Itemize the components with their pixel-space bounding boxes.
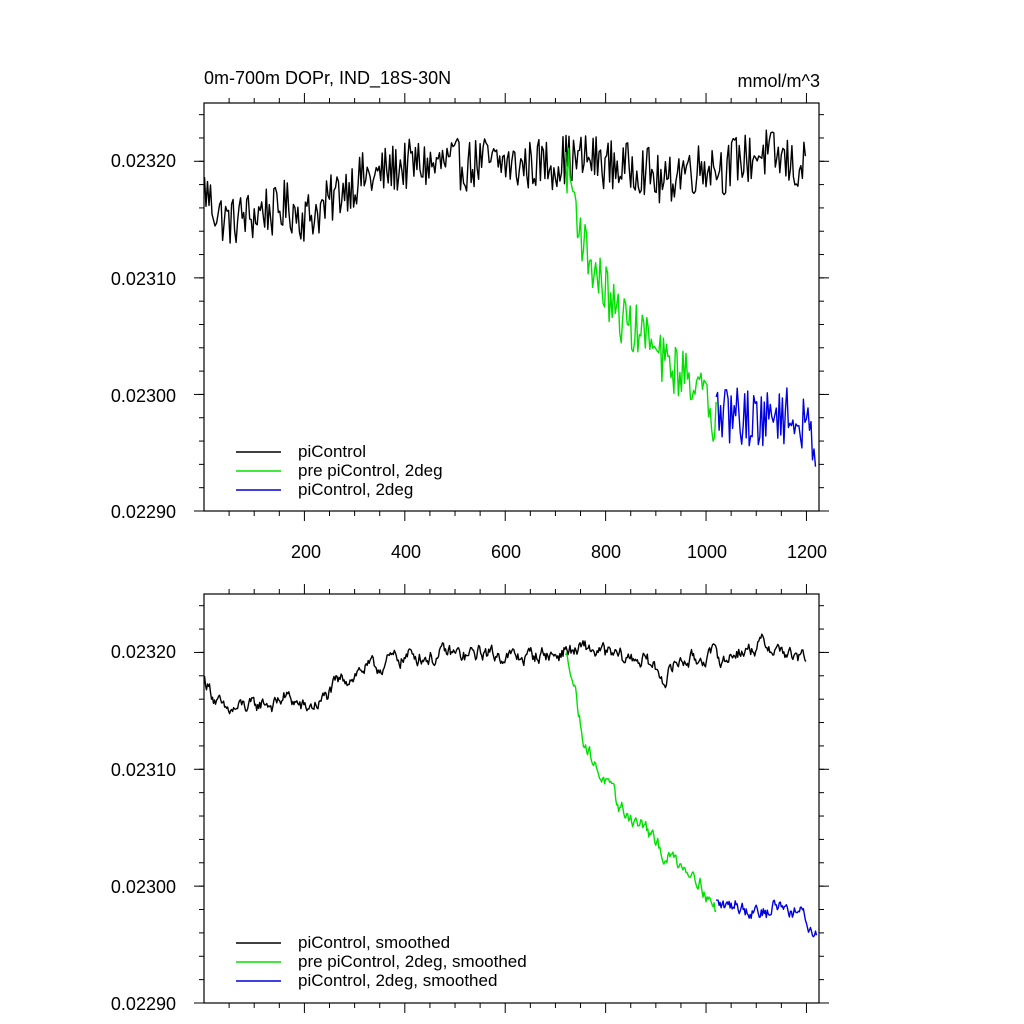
x-tick-label: 600 [491,542,521,562]
y-tick-label: 0.02310 [111,760,176,780]
y-tick-label: 0.02300 [111,386,176,406]
legend-label: pre piControl, 2deg [298,461,443,480]
series-line-picontrol-2deg-smoothed [716,899,818,938]
x-tick-label: 400 [391,542,421,562]
series-line-pre-picontrol-2deg [564,147,717,442]
legend-label: piControl, 2deg, smoothed [298,971,497,990]
y-tick-label: 0.02300 [111,877,176,897]
series-line-picontrol [203,129,807,244]
series-line-pre-picontrol-2deg-smoothed [564,652,717,913]
x-axis: 200 400 600 800 1000 1200 [291,542,827,562]
chart-title: 0m-700m DOPr, IND_18S-30N [204,68,451,89]
series-line-picontrol-smoothed [203,633,807,715]
series-line-picontrol-2deg [715,387,817,467]
series-group-bottom [194,584,829,1013]
y-tick-label: 0.02290 [111,994,176,1014]
legend-label: piControl, smoothed [298,933,450,952]
legend-label: piControl [298,442,366,461]
x-tick-label: 1200 [787,542,827,562]
y-tick-label: 0.02320 [111,642,176,662]
y-tick-label: 0.02290 [111,502,176,522]
y-axis: 0.02320 0.02310 0.02300 0.02290 [111,642,176,1014]
tick-marks [194,584,829,1013]
plot-frame [203,102,820,512]
legend-label: piControl, 2deg [298,480,413,499]
y-tick-label: 0.02310 [111,269,176,289]
tick-marks [194,93,829,521]
y-axis: 0.02320 0.02310 0.02300 0.02290 [111,151,176,522]
legend: piControl pre piControl, 2deg piControl,… [236,442,443,499]
panel-top: 0m-700m DOPr, IND_18S-30N mmol/m^3 0.023… [111,68,827,562]
y-tick-label: 0.02320 [111,151,176,171]
x-tick-label: 800 [591,542,621,562]
plot-frame [203,593,820,1004]
units-label: mmol/m^3 [738,71,820,91]
x-tick-label: 200 [291,542,321,562]
panel-bottom: 0.02320 0.02310 0.02300 0.02290 piContro… [111,593,820,1014]
series-group-top [194,93,829,521]
x-tick-label: 1000 [687,542,727,562]
legend: piControl, smoothed pre piControl, 2deg,… [236,933,527,990]
legend-label: pre piControl, 2deg, smoothed [298,952,527,971]
